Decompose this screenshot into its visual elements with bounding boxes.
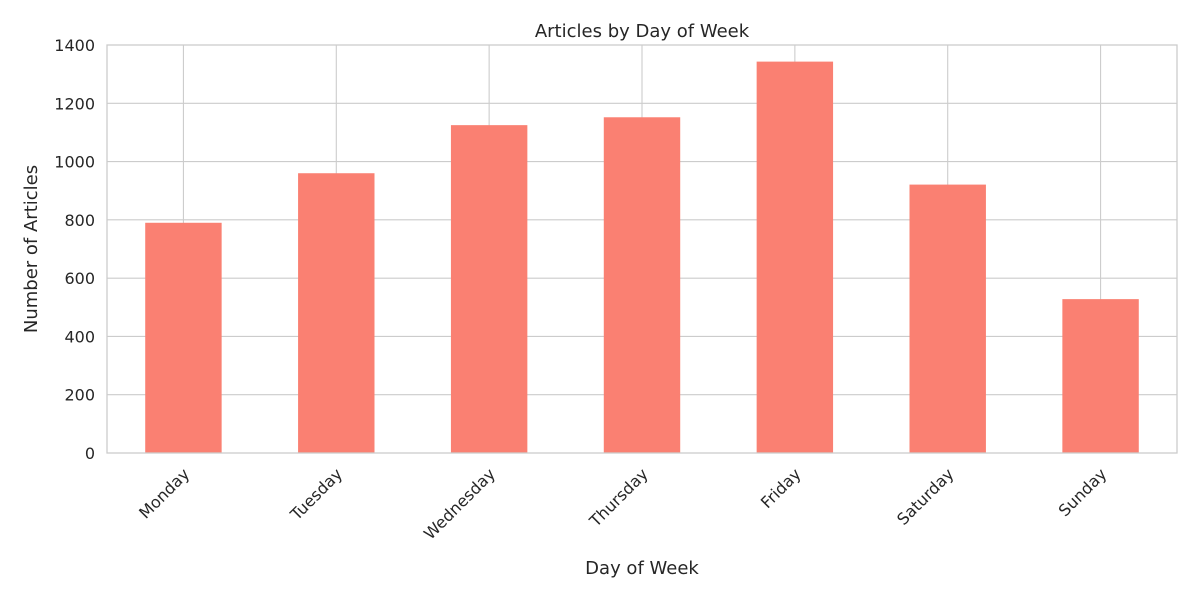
x-tick-label: Monday [135, 464, 193, 522]
x-tick-label: Sunday [1055, 464, 1111, 520]
y-tick-label: 1000 [54, 153, 95, 172]
x-axis-label: Day of Week [585, 558, 699, 579]
bar-monday [145, 222, 222, 453]
x-axis-ticks: Monday Tuesday Wednesday Thursday Friday Satu… [135, 464, 1110, 543]
bar-friday [756, 61, 834, 454]
x-tick-label: Thursday [585, 464, 652, 531]
x-tick-label: Friday [757, 464, 805, 512]
x-tick-label: Wednesday [420, 464, 499, 543]
y-axis-label: Number of Articles [21, 165, 42, 333]
bar-thursday [603, 117, 681, 453]
bars-layer [145, 61, 1139, 454]
y-axis-ticks: 0 200 400 600 800 1000 1200 1400 [54, 36, 95, 463]
chart-title: Articles by Day of Week [535, 21, 750, 42]
y-tick-label: 0 [85, 444, 95, 463]
bar-saturday [909, 184, 986, 453]
y-tick-label: 400 [64, 327, 95, 346]
y-tick-label: 800 [64, 211, 95, 230]
y-tick-label: 600 [64, 269, 95, 288]
y-tick-label: 1200 [54, 94, 95, 113]
bar-tuesday [298, 173, 375, 453]
bar-wednesday [450, 125, 528, 454]
x-tick-label: Saturday [893, 464, 957, 528]
bar-sunday [1062, 299, 1139, 453]
x-tick-label: Tuesday [286, 464, 346, 524]
plot-border [106, 44, 1178, 454]
y-tick-label: 200 [64, 386, 95, 405]
y-tick-label: 1400 [54, 36, 95, 55]
